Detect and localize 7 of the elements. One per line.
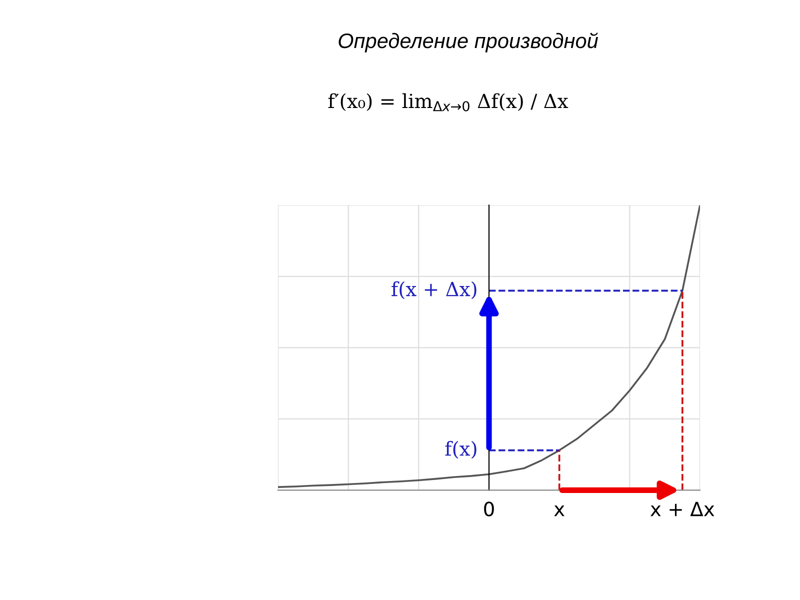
x-tick-label: x xyxy=(554,505,564,516)
x-tick-label: 0 xyxy=(484,502,494,516)
chart-title: Определение производной xyxy=(338,32,598,52)
annotation: f(x) xyxy=(445,440,476,459)
annotation: f(x + Δx) xyxy=(392,281,476,300)
chart-subtitle: f′(x₀) = lim$_{Δx→0}$ Δf(x) / Δx xyxy=(328,93,568,112)
x-tick-label: x + Δx xyxy=(650,502,714,516)
